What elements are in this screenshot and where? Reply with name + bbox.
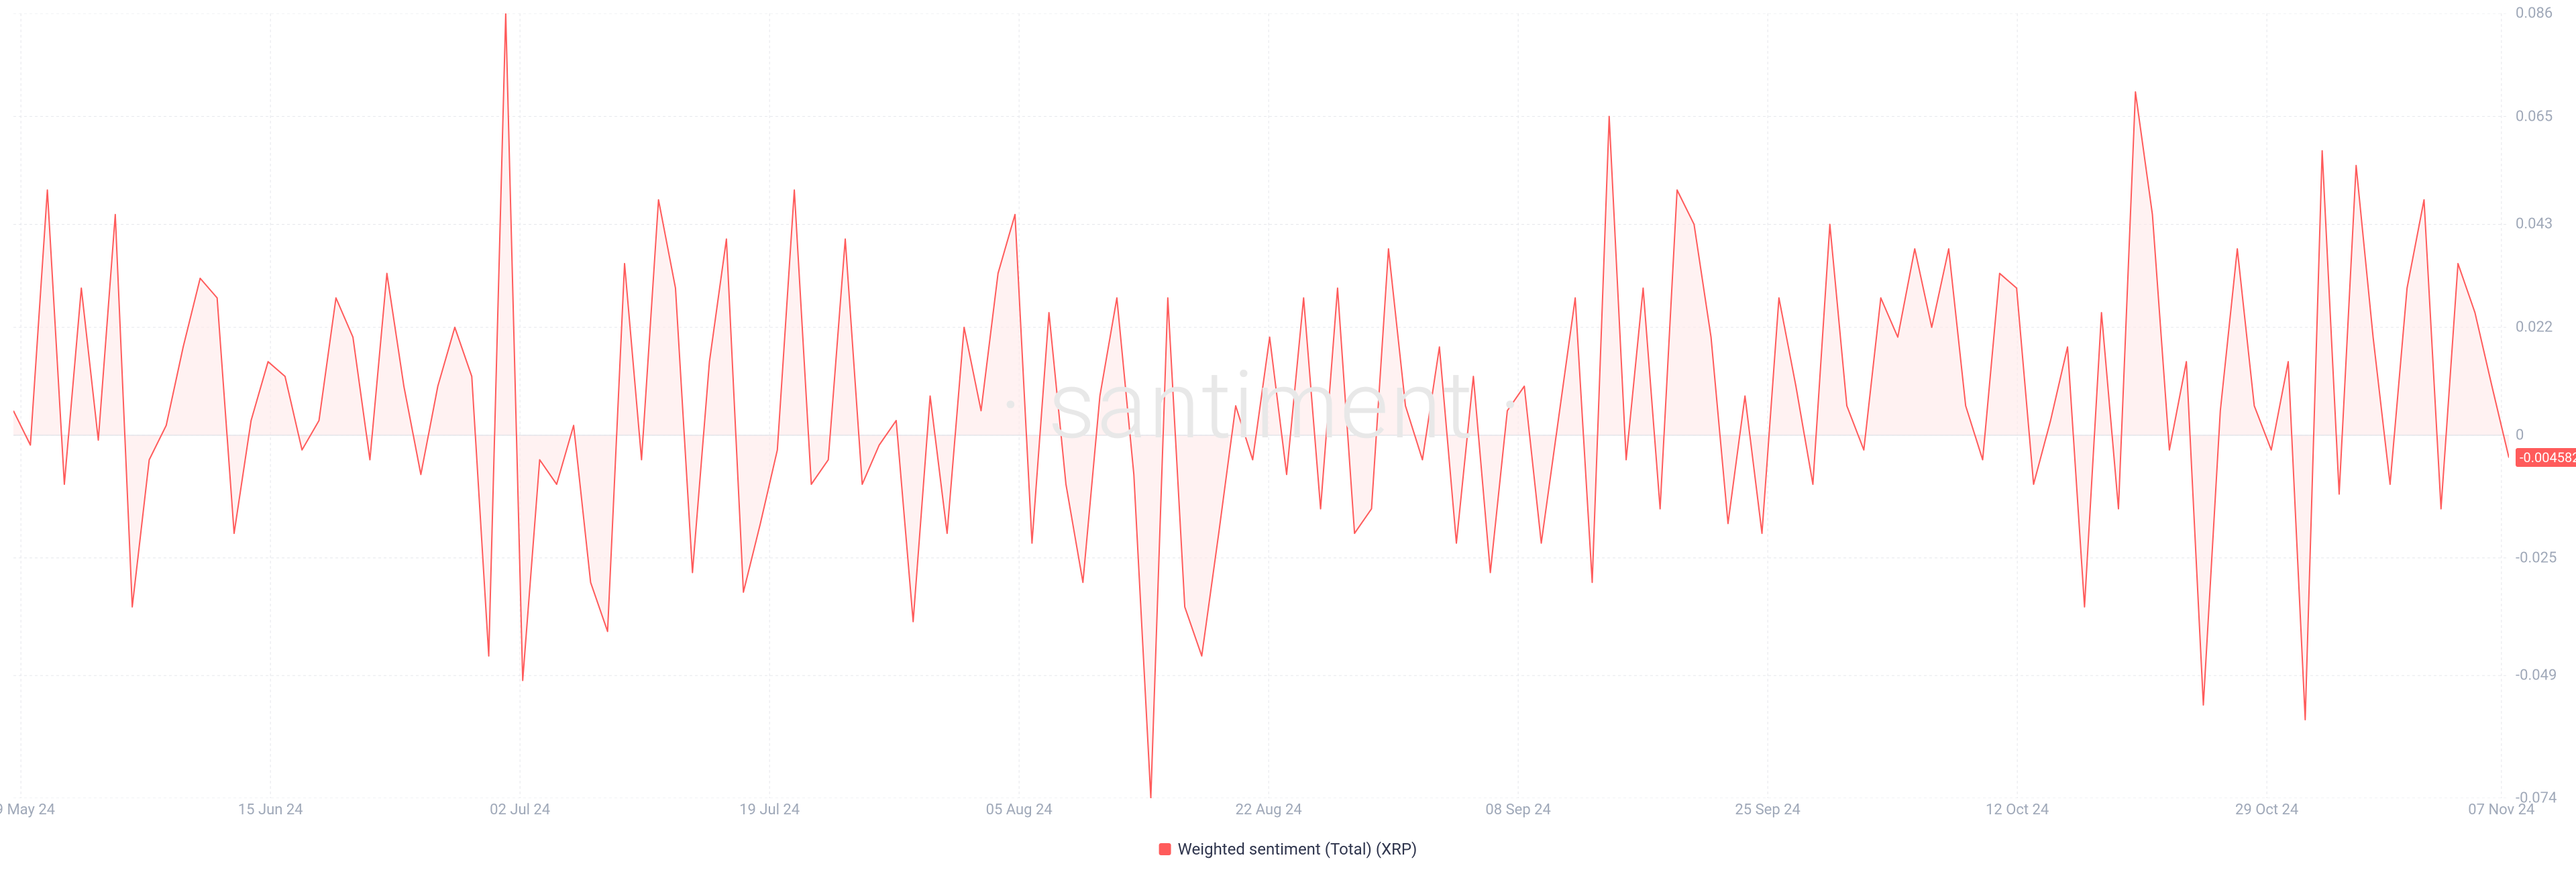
chart-container: · santiment · 0.086 0.065 0.043 0.022 0 -0.02… xyxy=(0,0,2576,872)
x-tick-label: 29 Oct 24 xyxy=(2235,802,2298,818)
legend: Weighted sentiment (Total) (XRP) xyxy=(1159,840,1417,859)
x-axis: 29 May 2415 Jun 2402 Jul 2419 Jul 2405 A… xyxy=(13,802,2509,822)
y-tick-label: 0.022 xyxy=(2516,319,2553,336)
x-tick-label: 29 May 24 xyxy=(0,802,55,818)
y-tick-label: 0.043 xyxy=(2516,216,2553,233)
x-tick-label: 08 Sep 24 xyxy=(1485,802,1550,818)
x-tick-label: 07 Nov 24 xyxy=(2468,802,2534,818)
x-tick-label: 15 Jun 24 xyxy=(238,802,303,818)
chart-svg xyxy=(13,13,2509,798)
y-current-value-badge: -0.004582 xyxy=(2516,448,2576,467)
x-tick-label: 05 Aug 24 xyxy=(986,802,1053,818)
y-tick-label: 0 xyxy=(2516,427,2524,443)
y-tick-label: 0.065 xyxy=(2516,108,2553,125)
x-tick-label: 19 Jul 24 xyxy=(739,802,800,818)
x-tick-label: 12 Oct 24 xyxy=(1986,802,2049,818)
y-tick-label: -0.025 xyxy=(2516,549,2557,566)
x-tick-label: 22 Aug 24 xyxy=(1236,802,1302,818)
x-tick-label: 02 Jul 24 xyxy=(490,802,550,818)
y-tick-label: -0.049 xyxy=(2516,667,2557,684)
legend-label: Weighted sentiment (Total) (XRP) xyxy=(1178,840,1417,859)
legend-swatch xyxy=(1159,843,1171,855)
y-axis: 0.0860.0650.0430.0220-0.025-0.049-0.074-… xyxy=(2516,13,2569,798)
y-tick-label: 0.086 xyxy=(2516,5,2553,22)
x-tick-label: 25 Sep 24 xyxy=(1735,802,1800,818)
plot-area[interactable]: · santiment · xyxy=(13,13,2509,798)
